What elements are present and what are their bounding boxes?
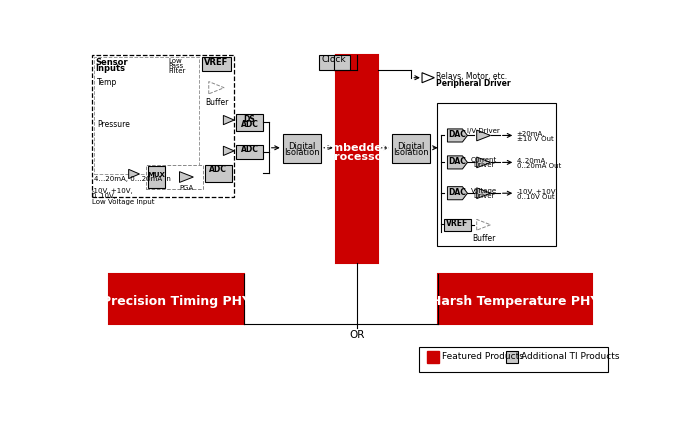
Text: Featured Products: Featured Products xyxy=(442,352,524,361)
Bar xyxy=(506,351,518,363)
Text: Driver: Driver xyxy=(473,193,494,199)
Text: Temp: Temp xyxy=(97,78,117,87)
Bar xyxy=(336,55,378,263)
Polygon shape xyxy=(447,129,467,142)
Bar xyxy=(148,166,165,188)
Text: ±10 V Out: ±10 V Out xyxy=(517,136,553,142)
Text: Peripheral Driver: Peripheral Driver xyxy=(436,79,511,88)
Text: 4..20mA,: 4..20mA, xyxy=(517,158,548,164)
Text: 0..20mA Out: 0..20mA Out xyxy=(517,163,561,169)
Text: Digital: Digital xyxy=(288,142,316,151)
Text: Additional TI Products: Additional TI Products xyxy=(522,352,620,361)
Polygon shape xyxy=(223,146,234,156)
Polygon shape xyxy=(129,169,139,179)
Text: Harsh Temperature PHY: Harsh Temperature PHY xyxy=(431,295,599,308)
Text: Voltage: Voltage xyxy=(471,188,497,194)
Text: Isolation: Isolation xyxy=(393,148,429,157)
Bar xyxy=(94,57,200,174)
Polygon shape xyxy=(477,130,491,141)
Text: I/V Driver: I/V Driver xyxy=(467,128,500,134)
Polygon shape xyxy=(422,73,434,83)
Text: PGA: PGA xyxy=(179,185,194,191)
Text: Precision Timing PHY: Precision Timing PHY xyxy=(102,295,251,308)
Text: ADC: ADC xyxy=(240,120,258,129)
Text: DAC: DAC xyxy=(449,188,466,197)
Bar xyxy=(282,134,321,163)
Text: Isolation: Isolation xyxy=(284,148,320,157)
Text: Buffer: Buffer xyxy=(205,98,228,107)
Text: Sensor: Sensor xyxy=(96,58,128,67)
Bar xyxy=(92,55,234,197)
Bar xyxy=(236,114,263,131)
Text: 4…20mA, 0…20mA in: 4…20mA, 0…20mA in xyxy=(94,176,171,181)
Text: Low: Low xyxy=(169,58,183,64)
Text: Inputs: Inputs xyxy=(96,64,125,73)
Bar xyxy=(437,103,556,246)
Polygon shape xyxy=(447,156,467,169)
Text: VREF: VREF xyxy=(446,220,469,228)
Bar xyxy=(145,165,203,190)
Text: -10V..+10V,: -10V..+10V, xyxy=(92,188,134,194)
Text: Current: Current xyxy=(471,157,497,163)
Polygon shape xyxy=(477,220,491,230)
Polygon shape xyxy=(179,172,194,182)
Text: DAC: DAC xyxy=(449,157,466,166)
Text: Processor: Processor xyxy=(326,151,387,162)
Polygon shape xyxy=(477,157,491,168)
Text: ADC: ADC xyxy=(209,165,227,175)
Bar xyxy=(202,57,231,71)
Bar xyxy=(444,219,471,231)
Text: Digital: Digital xyxy=(398,142,425,151)
Text: DS: DS xyxy=(244,115,256,124)
Bar xyxy=(438,274,593,324)
Text: Filter: Filter xyxy=(169,68,186,74)
Text: Buffer: Buffer xyxy=(472,234,495,243)
Text: VREF: VREF xyxy=(205,58,229,67)
Text: Low Voltage Input: Low Voltage Input xyxy=(92,199,154,205)
Bar xyxy=(426,351,439,363)
Text: OR: OR xyxy=(349,330,364,340)
Polygon shape xyxy=(477,188,491,199)
Text: 0..10V,: 0..10V, xyxy=(92,193,116,199)
Polygon shape xyxy=(223,115,234,125)
Text: Clock: Clock xyxy=(322,55,347,64)
Bar xyxy=(110,274,244,324)
Text: MUX: MUX xyxy=(147,173,165,179)
Bar xyxy=(205,165,232,181)
Text: ADC: ADC xyxy=(240,146,258,154)
Polygon shape xyxy=(209,82,224,94)
Bar xyxy=(392,134,431,163)
Bar xyxy=(236,145,263,159)
Text: -10V..+10V,: -10V..+10V, xyxy=(517,189,559,195)
Text: Pass: Pass xyxy=(169,63,184,69)
Polygon shape xyxy=(447,187,467,200)
Text: 0..10V Out: 0..10V Out xyxy=(517,194,555,200)
Text: Driver: Driver xyxy=(473,162,494,168)
Text: Embedded: Embedded xyxy=(324,143,389,153)
Text: DAC: DAC xyxy=(449,130,466,139)
Text: ±20mA,: ±20mA, xyxy=(517,131,545,137)
Text: Relays, Motor, etc.: Relays, Motor, etc. xyxy=(436,72,507,81)
Text: Pressure: Pressure xyxy=(97,120,130,129)
Bar xyxy=(319,55,349,70)
Bar xyxy=(419,347,608,372)
